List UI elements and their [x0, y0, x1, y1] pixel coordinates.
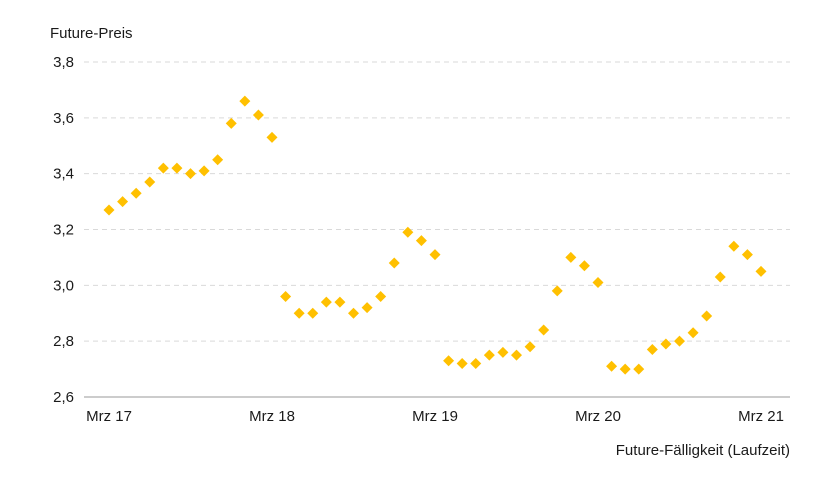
- data-point: [402, 226, 414, 238]
- x-tick-label: Mrz 17: [86, 408, 132, 425]
- data-point: [497, 346, 509, 358]
- x-axis-ticks: Mrz 17 Mrz 18 Mrz 19 Mrz 20 Mrz 21: [86, 408, 784, 425]
- data-point: [714, 271, 726, 283]
- data-point: [687, 327, 699, 339]
- data-point: [348, 307, 359, 319]
- data-point: [117, 196, 129, 208]
- y-tick-label: 2,6: [53, 389, 74, 406]
- data-point: [130, 187, 142, 199]
- data-point: [266, 131, 278, 143]
- y-tick-label: 3,4: [53, 166, 74, 183]
- data-point: [415, 235, 427, 247]
- data-point: [361, 302, 373, 314]
- x-tick-label: Mrz 18: [249, 408, 295, 425]
- data-point: [728, 240, 740, 252]
- y-tick-label: 3,2: [53, 222, 74, 239]
- data-point: [578, 260, 590, 272]
- data-point: [606, 360, 618, 372]
- data-point: [280, 291, 292, 302]
- data-point: [646, 344, 658, 356]
- data-point: [157, 162, 169, 174]
- data-point: [334, 296, 346, 308]
- data-point: [375, 291, 387, 302]
- gridlines: [84, 61, 790, 342]
- y-axis-ticks: 2,6 2,8 3,0 3,2 3,4 3,6 3,8: [53, 54, 74, 406]
- data-point: [660, 338, 672, 350]
- y-tick-label: 2,8: [53, 333, 74, 350]
- y-tick-label: 3,8: [53, 54, 74, 71]
- data-point: [551, 285, 563, 297]
- data-point: [456, 358, 468, 369]
- data-point: [307, 307, 319, 319]
- data-point: [524, 341, 536, 353]
- data-point: [633, 363, 645, 375]
- data-point: [185, 168, 196, 180]
- data-point: [429, 249, 441, 261]
- data-point: [674, 335, 685, 347]
- data-point: [755, 265, 767, 277]
- data-point: [144, 176, 156, 188]
- y-tick-label: 3,0: [53, 277, 74, 294]
- data-point: [565, 251, 577, 263]
- data-point: [701, 310, 713, 322]
- data-point: [592, 277, 604, 289]
- data-point: [239, 95, 251, 107]
- data-point: [538, 324, 550, 336]
- data-point: [293, 307, 305, 319]
- data-point: [252, 109, 264, 121]
- data-point: [443, 355, 455, 367]
- x-tick-label: Mrz 19: [412, 408, 458, 425]
- data-point: [511, 349, 522, 361]
- y-tick-label: 3,6: [53, 110, 74, 127]
- data-point: [388, 257, 400, 269]
- data-point: [741, 249, 753, 261]
- data-point: [103, 204, 115, 216]
- x-tick-label: Mrz 20: [575, 408, 621, 425]
- data-point: [619, 363, 631, 375]
- data-point: [225, 117, 237, 129]
- x-tick-label: Mrz 21: [738, 408, 784, 425]
- y-axis-title: Future-Preis: [50, 25, 133, 42]
- data-point: [212, 154, 224, 166]
- x-axis-title: Future-Fälligkeit (Laufzeit): [616, 442, 790, 459]
- data-point: [320, 296, 332, 308]
- data-point: [171, 162, 183, 174]
- data-point: [483, 349, 495, 361]
- data-point: [198, 165, 210, 177]
- data-point: [470, 358, 482, 369]
- data-points: [103, 95, 767, 375]
